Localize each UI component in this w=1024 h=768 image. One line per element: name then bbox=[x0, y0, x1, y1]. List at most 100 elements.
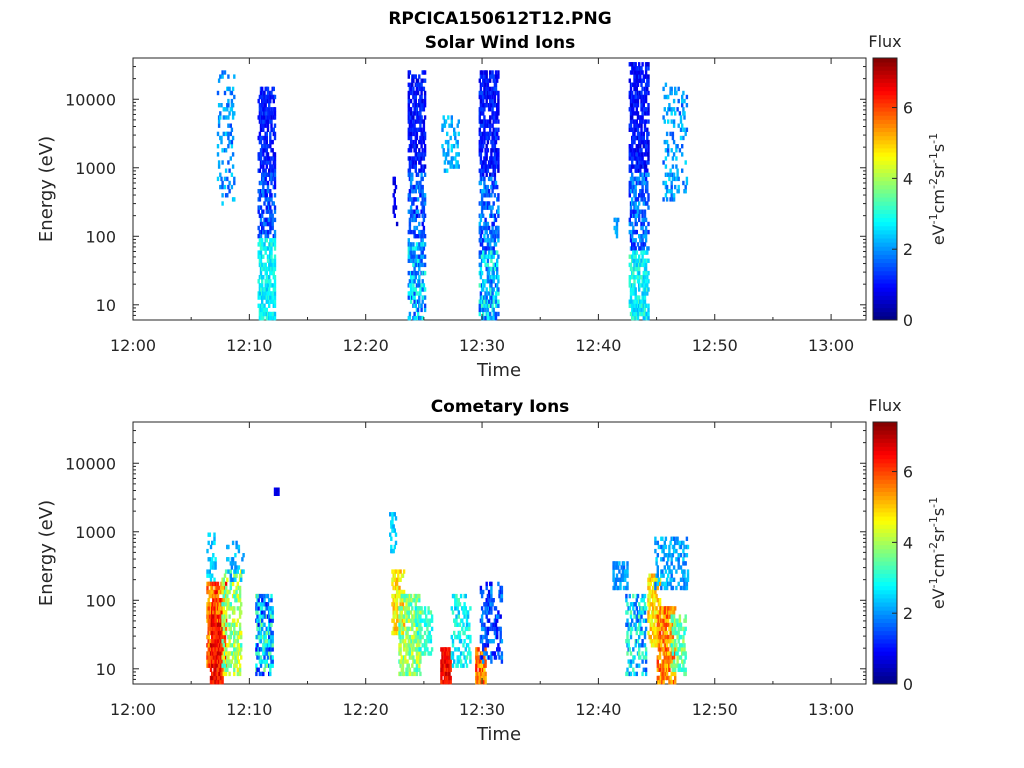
flux-cell bbox=[261, 303, 264, 308]
flux-cell bbox=[639, 238, 642, 243]
flux-cell bbox=[265, 279, 268, 284]
flux-cell bbox=[451, 651, 455, 656]
flux-cell bbox=[639, 74, 642, 79]
flux-cell bbox=[394, 205, 398, 210]
flux-cell bbox=[399, 651, 402, 656]
flux-cell bbox=[669, 581, 672, 587]
flux-cell bbox=[419, 119, 422, 124]
flux-cell bbox=[500, 651, 504, 656]
flux-cell bbox=[626, 618, 629, 623]
flux-cell bbox=[477, 675, 480, 681]
flux-cell bbox=[615, 234, 619, 239]
flux-cell bbox=[265, 205, 268, 210]
flux-cell bbox=[486, 82, 490, 87]
flux-cell bbox=[408, 315, 412, 321]
flux-cell bbox=[265, 659, 268, 664]
flux-cell bbox=[269, 205, 272, 210]
flux-cell bbox=[665, 131, 669, 137]
flux-cell bbox=[615, 221, 619, 227]
flux-cell bbox=[222, 131, 225, 137]
flux-cell bbox=[455, 164, 458, 169]
flux-cell bbox=[480, 135, 484, 141]
flux-cell bbox=[421, 98, 424, 104]
flux-cell bbox=[662, 675, 665, 681]
flux-cell bbox=[665, 111, 669, 116]
colorbar-segment bbox=[873, 123, 897, 128]
flux-cell bbox=[217, 667, 221, 672]
flux-cell bbox=[392, 548, 395, 554]
flux-cell bbox=[416, 606, 420, 611]
flux-cell bbox=[663, 622, 666, 627]
flux-cell bbox=[206, 573, 209, 578]
colorbar-segment bbox=[873, 131, 897, 137]
flux-cell bbox=[208, 557, 211, 562]
colorbar-tick-label: 6 bbox=[903, 463, 913, 482]
flux-cell bbox=[480, 622, 484, 627]
flux-cell bbox=[258, 291, 262, 296]
colorbar-unit-label: eV-1cm-2sr-1s-1 bbox=[927, 133, 948, 245]
flux-cell bbox=[421, 610, 424, 615]
flux-cell bbox=[266, 234, 270, 239]
flux-cell bbox=[263, 593, 266, 599]
flux-cell bbox=[490, 622, 493, 627]
flux-cell bbox=[409, 180, 413, 186]
flux-cell bbox=[484, 82, 487, 87]
flux-cell bbox=[273, 217, 277, 223]
flux-cell bbox=[413, 287, 416, 292]
flux-cell bbox=[231, 610, 235, 615]
flux-cell bbox=[670, 561, 673, 566]
flux-cell bbox=[416, 111, 420, 116]
flux-cell bbox=[682, 651, 685, 656]
flux-cell bbox=[261, 606, 264, 611]
flux-cell bbox=[238, 622, 242, 627]
flux-cell bbox=[475, 667, 478, 672]
flux-cell bbox=[226, 659, 229, 664]
flux-cell bbox=[401, 626, 405, 632]
flux-cell bbox=[683, 643, 686, 648]
flux-cell bbox=[420, 606, 423, 611]
flux-cell bbox=[402, 598, 406, 603]
flux-cell bbox=[665, 671, 669, 677]
flux-cell bbox=[415, 135, 419, 141]
flux-cell bbox=[494, 82, 498, 87]
flux-cell bbox=[235, 651, 238, 656]
flux-cell bbox=[628, 184, 631, 190]
flux-cell bbox=[216, 614, 220, 619]
flux-cell bbox=[646, 86, 649, 92]
flux-cell bbox=[215, 663, 218, 668]
flux-cell bbox=[458, 634, 462, 640]
flux-cell bbox=[644, 659, 648, 664]
flux-cell bbox=[667, 557, 670, 562]
flux-cell bbox=[265, 238, 268, 243]
flux-cell bbox=[266, 246, 270, 251]
flux-cell bbox=[632, 98, 635, 104]
flux-cell bbox=[409, 283, 413, 288]
flux-cell bbox=[669, 197, 672, 202]
flux-cell bbox=[479, 94, 483, 100]
flux-cell bbox=[273, 262, 277, 268]
flux-cell bbox=[497, 127, 500, 132]
flux-cell bbox=[670, 180, 673, 186]
colorbar-segment bbox=[873, 283, 897, 288]
flux-cell bbox=[458, 602, 462, 607]
colorbar-segment bbox=[873, 90, 897, 96]
flux-cell bbox=[418, 279, 421, 284]
flux-cell bbox=[411, 663, 414, 668]
flux-cell bbox=[682, 639, 685, 644]
flux-cell bbox=[399, 598, 402, 603]
flux-cell bbox=[227, 135, 230, 141]
flux-cell bbox=[679, 115, 683, 120]
colorbar-segment bbox=[873, 512, 897, 517]
flux-cell bbox=[662, 679, 665, 685]
flux-cell bbox=[414, 168, 417, 173]
flux-cell bbox=[406, 598, 409, 603]
flux-cell bbox=[670, 90, 673, 96]
flux-cell bbox=[426, 634, 429, 640]
flux-cell bbox=[487, 610, 491, 615]
flux-cell bbox=[221, 667, 224, 672]
flux-cell bbox=[685, 536, 689, 541]
flux-cell bbox=[422, 119, 426, 124]
flux-cell bbox=[469, 639, 472, 644]
flux-cell bbox=[633, 614, 636, 619]
flux-cell bbox=[682, 135, 685, 141]
